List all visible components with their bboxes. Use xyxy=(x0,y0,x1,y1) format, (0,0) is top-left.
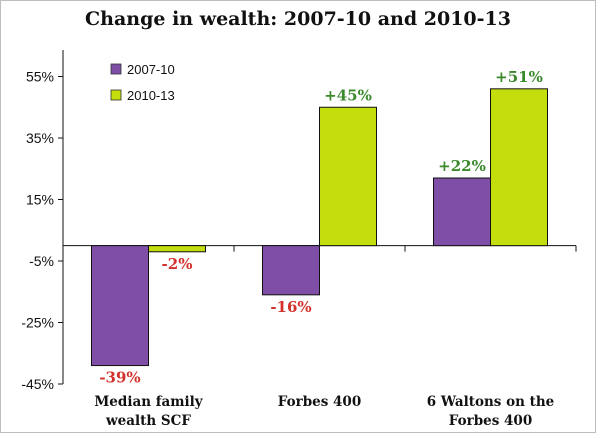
data-label: +45% xyxy=(324,86,372,104)
legend-swatch xyxy=(110,63,122,75)
legend-label: 2010-13 xyxy=(127,88,175,103)
data-label: -16% xyxy=(270,298,311,316)
bar-2010-13 xyxy=(319,106,377,247)
legend-swatch xyxy=(110,89,122,101)
x-category-label: wealth SCF xyxy=(105,413,191,429)
legend-label: 2007-10 xyxy=(127,62,175,77)
bar-2007-10 xyxy=(91,245,149,367)
chart-title: Change in wealth: 2007-10 and 2010-13 xyxy=(85,8,511,30)
y-tick-label: -45% xyxy=(21,376,54,392)
y-tick-label: -5% xyxy=(29,253,54,269)
y-tick-label: -25% xyxy=(21,315,54,331)
bar-2010-13 xyxy=(490,88,548,247)
y-tick-label: 35% xyxy=(26,130,54,146)
data-label: +51% xyxy=(495,68,543,86)
x-category-label: Median family xyxy=(94,394,203,410)
bar-2007-10 xyxy=(433,177,491,247)
x-category-label: Forbes 400 xyxy=(278,394,361,410)
y-tick-label: 15% xyxy=(26,192,54,208)
bar-2010-13 xyxy=(148,245,206,253)
x-category-label: 6 Waltons on the xyxy=(427,394,554,410)
data-label: +22% xyxy=(438,157,486,175)
y-tick-label: 55% xyxy=(26,69,54,85)
x-category-label: Forbes 400 xyxy=(449,413,532,429)
data-label: -39% xyxy=(99,369,140,387)
data-label: -2% xyxy=(162,255,193,273)
bar-2007-10 xyxy=(262,245,320,296)
